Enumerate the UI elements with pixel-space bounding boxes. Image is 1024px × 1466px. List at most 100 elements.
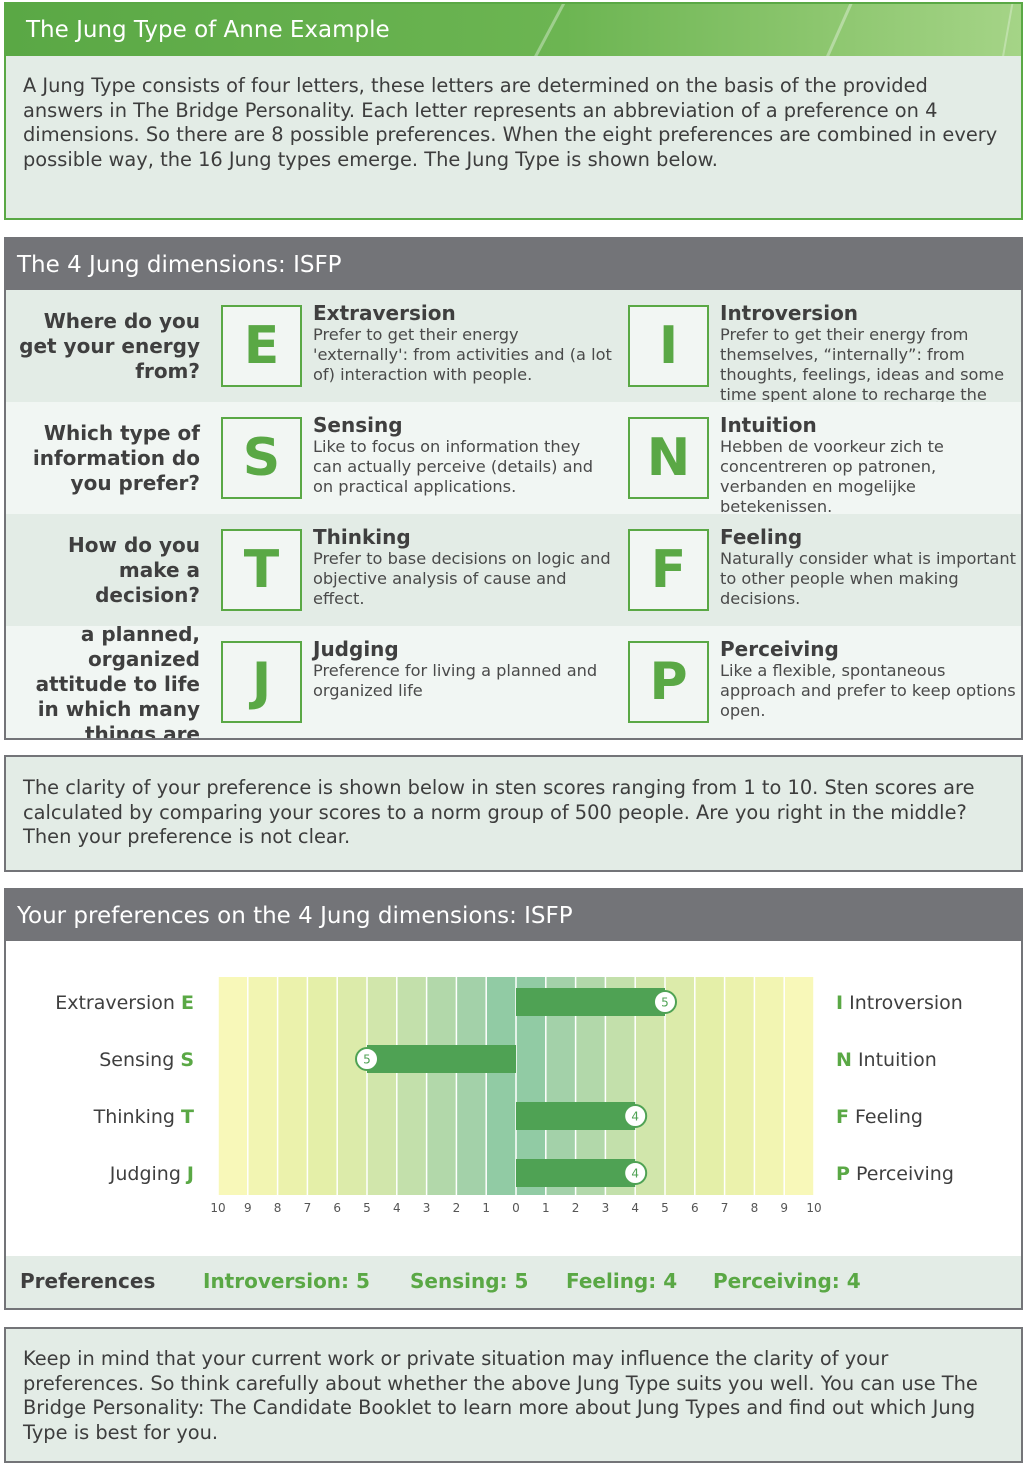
preferences-header: Your preferences on the 4 Jung dimension… — [6, 890, 1021, 941]
x-tick-label: 5 — [363, 1201, 371, 1215]
letter-box-f: F — [628, 529, 709, 611]
x-tick-label: 1 — [482, 1201, 490, 1215]
score-bar-ei — [516, 988, 665, 1016]
dimension-question: Where do you get your energy from? — [19, 309, 200, 383]
chart-band — [486, 977, 516, 1195]
clarity-panel: The clarity of your preference is shown … — [4, 755, 1023, 872]
dimension-left-desc: Sensing Like to focus on information the… — [313, 414, 613, 497]
preferences-footer-label: Preferences — [20, 1269, 156, 1293]
preference-value-2: Sensing: 5 — [410, 1269, 529, 1293]
dimension-right-desc: Introversion Prefer to get their energy … — [720, 302, 1016, 403]
dimension-left-title: Thinking — [313, 525, 411, 549]
row-label-right: F Feeling — [836, 1106, 923, 1128]
chart-band — [307, 977, 338, 1195]
clarity-text: The clarity of your preference is shown … — [23, 776, 975, 848]
preferences-panel: Your preferences on the 4 Jung dimension… — [4, 888, 1023, 1310]
chart-band — [218, 977, 248, 1195]
dimension-left-text: Like to focus on information they can ac… — [313, 437, 594, 496]
dimension-right-text: Prefer to get their energy from themselv… — [720, 325, 1005, 402]
x-tick-label: 4 — [631, 1201, 639, 1215]
score-bar-jp — [516, 1159, 636, 1187]
dimension-question: a planned, organized attitude to life in… — [35, 626, 200, 738]
chart-band — [247, 977, 278, 1195]
dimension-right-title: Feeling — [720, 525, 803, 549]
dimensions-title: The 4 Jung dimensions: ISFP — [17, 252, 342, 278]
x-tick-label: 0 — [512, 1201, 520, 1215]
chart-band — [337, 977, 367, 1195]
chart-band — [754, 977, 785, 1195]
score-marker — [653, 990, 677, 1014]
dimension-left-title: Extraversion — [313, 301, 456, 325]
x-tick-label: 2 — [453, 1201, 461, 1215]
dimensions-header: The 4 Jung dimensions: ISFP — [6, 239, 1021, 290]
x-tick-label: 8 — [274, 1201, 282, 1215]
row-label-right: N Intuition — [836, 1049, 937, 1071]
preference-value-4: Perceiving: 4 — [713, 1269, 861, 1293]
score-label: 5 — [363, 1053, 371, 1067]
dimension-left-desc: Extraversion Prefer to get their energy … — [313, 302, 613, 385]
dimension-left-text: Prefer to get their energy 'externally':… — [313, 325, 612, 384]
x-tick-label: 4 — [393, 1201, 401, 1215]
chart-band — [367, 977, 397, 1195]
intro-header: The Jung Type of Anne Example — [6, 4, 1021, 56]
letter-box-e: E — [221, 305, 302, 387]
dimension-left-text: Prefer to base decisions on logic and ob… — [313, 549, 611, 608]
dimension-right-text: Hebben de voorkeur zich te concentreren … — [720, 437, 944, 514]
x-tick-label: 10 — [210, 1201, 225, 1215]
x-tick-label: 8 — [751, 1201, 759, 1215]
x-tick-label: 9 — [780, 1201, 788, 1215]
dimension-right-desc: Perceiving Like a flexible, spontaneous … — [720, 638, 1016, 721]
preferences-footer: Preferences Introversion: 5 Sensing: 5 F… — [6, 1256, 1021, 1308]
letter-box-p: P — [628, 641, 709, 723]
dimensions-panel: The 4 Jung dimensions: ISFP Where do you… — [4, 237, 1023, 740]
letter-box-i: I — [628, 305, 709, 387]
letter-box-j: J — [221, 641, 302, 723]
dimension-question: Which type of information do you prefer? — [32, 421, 200, 495]
row-label-right: I Introversion — [836, 992, 963, 1014]
chart-band — [396, 977, 427, 1195]
outro-panel: Keep in mind that your current work or p… — [4, 1327, 1023, 1463]
dimension-question: How do you make a decision? — [68, 533, 200, 607]
score-label: 4 — [631, 1110, 639, 1124]
x-tick-label: 2 — [572, 1201, 580, 1215]
dimension-left-title: Judging — [313, 637, 399, 661]
preferences-title: Your preferences on the 4 Jung dimension… — [17, 903, 573, 929]
score-label: 4 — [631, 1167, 639, 1181]
chart-band — [724, 977, 755, 1195]
row-label-right: P Perceiving — [836, 1163, 954, 1185]
chart-band — [456, 977, 487, 1195]
row-label-left: Thinking T — [93, 1106, 194, 1128]
chart-band — [694, 977, 725, 1195]
outro-text: Keep in mind that your current work or p… — [23, 1347, 978, 1444]
dimension-right-title: Perceiving — [720, 637, 839, 661]
preference-value-3: Feeling: 4 — [566, 1269, 678, 1293]
dimension-row-information: Which type of information do you prefer?… — [6, 402, 1021, 514]
letter-box-t: T — [221, 529, 302, 611]
row-label-left: Judging J — [109, 1163, 194, 1185]
score-marker — [355, 1047, 379, 1071]
x-tick-label: 5 — [661, 1201, 669, 1215]
x-tick-label: 6 — [691, 1201, 699, 1215]
dimension-right-text: Like a flexible, spontaneous approach an… — [720, 661, 1016, 720]
chart-band — [784, 977, 814, 1195]
x-tick-label: 7 — [721, 1201, 729, 1215]
chart-band — [665, 977, 695, 1195]
x-tick-label: 3 — [423, 1201, 431, 1215]
intro-text: A Jung Type consists of four letters, th… — [23, 74, 998, 171]
dimension-left-desc: Judging Preference for living a planned … — [313, 638, 613, 701]
score-bar-sn — [367, 1045, 516, 1073]
intro-panel: The Jung Type of Anne Example A Jung Typ… — [4, 2, 1023, 220]
score-bar-tf — [516, 1102, 636, 1130]
dimension-right-text: Naturally consider what is important to … — [720, 549, 1016, 608]
dimension-left-title: Sensing — [313, 413, 403, 437]
score-label: 5 — [661, 996, 669, 1010]
dimension-right-desc: Feeling Naturally consider what is impor… — [720, 526, 1016, 609]
dimension-right-title: Intuition — [720, 413, 817, 437]
score-marker — [623, 1104, 648, 1128]
x-tick-label: 6 — [333, 1201, 341, 1215]
intro-title: The Jung Type of Anne Example — [26, 17, 390, 43]
dimension-row-energy: Where do you get your energy from? E Ext… — [6, 290, 1021, 402]
chart-band — [277, 977, 308, 1195]
dimension-row-decision: How do you make a decision? T Thinking P… — [6, 514, 1021, 626]
x-tick-label: 10 — [806, 1201, 821, 1215]
